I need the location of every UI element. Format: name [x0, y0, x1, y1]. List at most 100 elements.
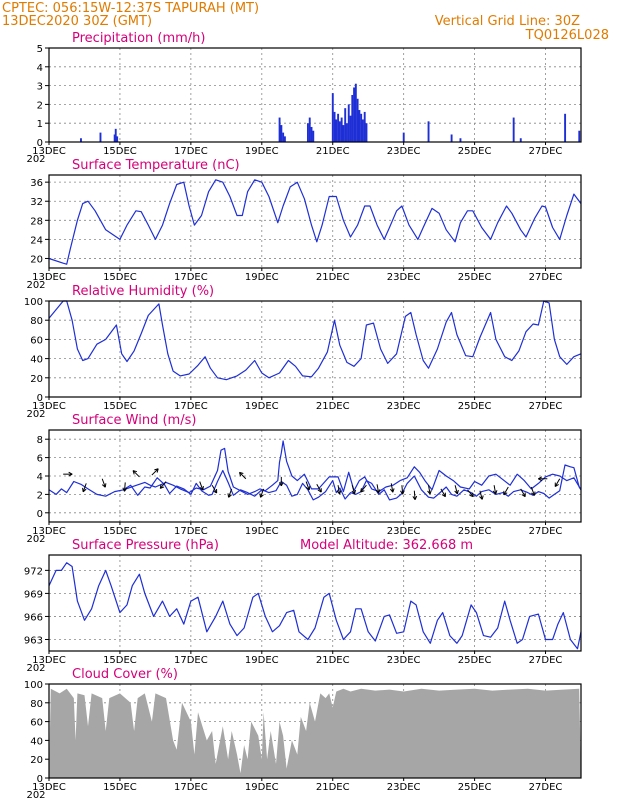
wind-arrow	[305, 481, 311, 491]
wind-arrow	[336, 485, 342, 495]
wind-arrow-shaft	[390, 483, 394, 493]
panel-temperature: Surface Temperature (nC) 20 24 28 32 36 13DEC 1…	[26, 158, 582, 291]
wind-arrow	[375, 484, 381, 494]
precip-bar	[338, 121, 341, 142]
wind-arrow	[63, 471, 73, 477]
wind-arrow-head	[389, 488, 394, 493]
wind-arrow	[351, 485, 356, 495]
wind-arrow	[503, 486, 509, 496]
pressure-frame	[48, 554, 582, 652]
xtick-label: 23DEC	[387, 272, 421, 283]
ytick-label: 40	[30, 736, 43, 747]
wind-arrow-head	[101, 484, 106, 488]
wind-arrow-head	[412, 496, 416, 500]
header-code: TQ0126L028	[525, 28, 609, 43]
wind-arrow-head	[154, 468, 159, 471]
wind-arrow	[479, 490, 484, 500]
precip-bar	[331, 93, 334, 142]
precip-bar	[360, 113, 363, 142]
wind-arrow-head	[160, 486, 165, 489]
xtick-label: 13DEC	[32, 782, 66, 793]
wind-arrow-head	[308, 485, 311, 491]
temperature-line	[48, 179, 582, 265]
wind-arrow-shaft	[520, 488, 526, 497]
wind-arrow-shaft	[376, 484, 380, 494]
precip-bar	[335, 119, 338, 142]
ytick-label: 0	[37, 509, 43, 520]
precip-bar	[280, 125, 283, 142]
xtick-label: 23DEC	[387, 401, 421, 412]
wind-arrow	[389, 483, 395, 493]
xtick-label: 25DEC	[458, 782, 492, 793]
panels: Precipitation (mm/h) 0 1 2 3 4 5 13DEC 15DEC 17DE…	[24, 31, 582, 800]
xtick-label: 25DEC	[458, 655, 492, 666]
wind-arrow-shaft	[101, 478, 106, 488]
ytick-label: 40	[30, 355, 43, 366]
xtick-label: 13DEC	[32, 272, 66, 283]
wind-arrow-shaft	[554, 478, 561, 487]
wind-arrow-shaft	[305, 481, 310, 491]
xtick-label: 17DEC	[174, 526, 208, 537]
xtick-label: 23DEC	[387, 146, 421, 157]
wind-arrow	[520, 488, 526, 498]
ytick-label: 0	[37, 138, 43, 149]
wind-arrow-head	[554, 484, 559, 487]
precipitation-title: Precipitation (mm/h)	[72, 31, 205, 46]
xtick-label: 21DEC	[316, 782, 350, 793]
precip-bar	[278, 117, 281, 142]
wind-arrow-head	[360, 490, 365, 493]
wind-arrow	[151, 468, 159, 476]
wind-arrow-head	[278, 482, 282, 487]
precip-bar	[340, 117, 343, 142]
ytick-label: 100	[24, 680, 43, 691]
wind-arrow	[316, 484, 322, 493]
wind-arrow-head	[317, 489, 322, 493]
xtick-label: 23DEC	[387, 526, 421, 537]
ytick-label: 5	[37, 44, 43, 55]
precip-bar	[351, 95, 354, 142]
precip-bar	[310, 126, 313, 142]
ytick-label: 60	[30, 335, 43, 346]
precip-bar	[512, 117, 515, 142]
ytick-label: 24	[30, 235, 43, 246]
wind-arrow-shaft	[493, 485, 497, 495]
xtick-label: 27DEC	[529, 526, 563, 537]
wind-arrow	[467, 489, 474, 498]
humidity-line	[48, 300, 582, 381]
xtick-label: 23DEC	[387, 782, 421, 793]
year-fragment: 202	[26, 663, 45, 674]
ytick-label: 0	[37, 774, 43, 785]
wind-arrow-head	[429, 490, 432, 495]
xtick-label: 15DEC	[103, 401, 137, 412]
wind-arrow-head	[469, 494, 474, 498]
precip-bar	[459, 138, 462, 142]
precip-bar	[307, 123, 309, 142]
xtick-label: 23DEC	[387, 655, 421, 666]
ytick-label: 972	[24, 566, 43, 577]
wind-arrow-head	[238, 472, 242, 477]
wind-arrow	[360, 484, 367, 493]
ytick-label: 60	[30, 718, 43, 729]
wind-arrow	[122, 482, 128, 492]
wind-arrow-head	[400, 490, 404, 495]
wind-arrow-shaft	[360, 484, 367, 493]
pressure-annotation: Model Altitude: 362.668 m	[300, 538, 473, 553]
wind-arrow-head	[414, 495, 418, 500]
wind-arrow	[159, 481, 167, 489]
panel-wind: Surface Wind (m/s) 0 2 4 6 8 13DEC 15DEC 17DEC 19…	[26, 413, 582, 545]
wind-arrow-head	[68, 471, 73, 475]
ytick-label: 28	[30, 216, 43, 227]
precip-bar	[427, 121, 430, 142]
wind-arrow-head	[441, 494, 446, 498]
precip-bar	[346, 123, 348, 142]
xtick-label: 21DEC	[316, 146, 350, 157]
wind-arrow	[227, 488, 233, 498]
wind-arrow-shaft	[151, 468, 159, 476]
precip-bar	[353, 87, 356, 142]
wind-arrow-head	[227, 493, 230, 498]
ytick-label: 0	[37, 393, 43, 404]
precip-bar	[342, 125, 345, 142]
wind-arrow-head	[492, 490, 497, 495]
xtick-label: 15DEC	[103, 526, 137, 537]
wind-arrow	[492, 485, 498, 495]
